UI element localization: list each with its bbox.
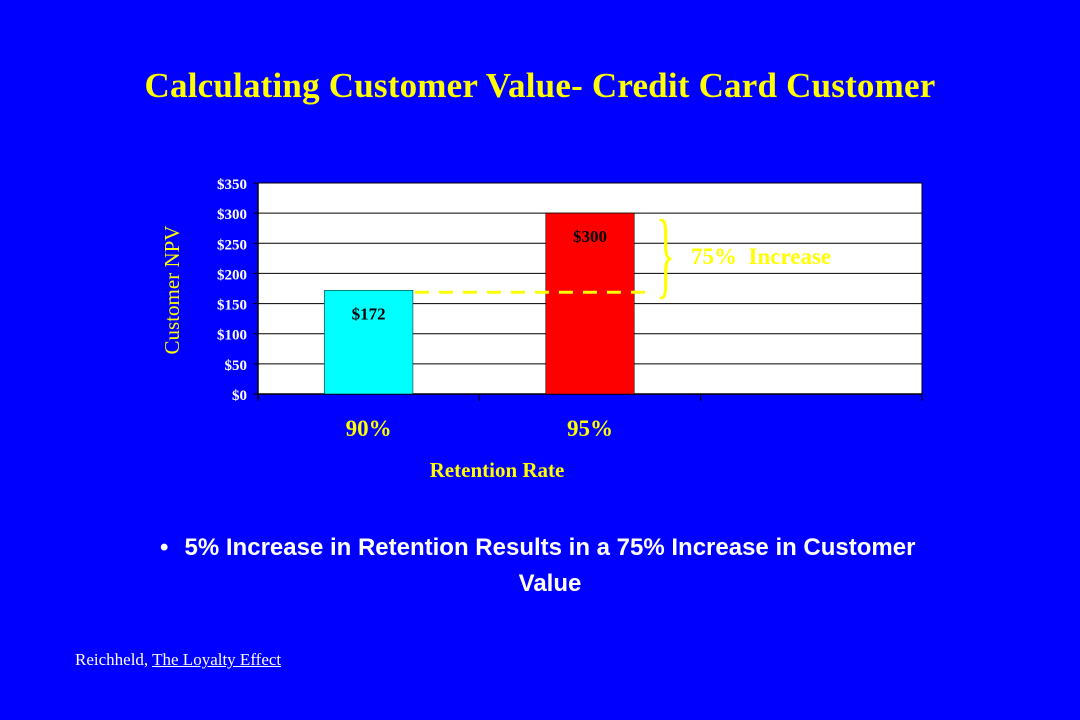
annotation-label: 75% Increase — [691, 244, 831, 269]
x-tick-label: 90% — [346, 416, 392, 441]
data-label: $172 — [352, 304, 386, 323]
x-tick-label: 95% — [567, 416, 613, 441]
y-tick-label: $200 — [217, 267, 247, 283]
bar — [324, 290, 414, 395]
y-tick-label: $250 — [217, 237, 247, 253]
bullet-text: 5% Increase in Retention Results in a 75… — [184, 534, 916, 597]
bar — [545, 212, 635, 395]
bullet-point: • 5% Increase in Retention Results in a … — [150, 530, 950, 602]
bullet-dot-icon: • — [160, 534, 169, 561]
data-label: $300 — [573, 227, 607, 246]
x-axis-title: Retention Rate — [430, 458, 565, 482]
source-citation: Reichheld, The Loyalty Effect — [75, 650, 281, 670]
labels: $0 $50 $100 $150 $200 $250 $300 $350 $172 90% $300… — [217, 177, 613, 441]
source-author: Reichheld, — [75, 650, 153, 669]
y-tick-label: $150 — [217, 298, 247, 314]
y-tick-label: $350 — [217, 177, 247, 193]
y-tick-label: $50 — [225, 358, 248, 374]
source-work-title: The Loyalty Effect — [152, 650, 282, 669]
y-tick-label: $300 — [217, 207, 247, 223]
y-axis-title: Customer NPV — [160, 226, 184, 355]
bars — [324, 212, 652, 395]
annotation-brace-icon: } — [656, 200, 675, 307]
y-tick-label: $100 — [217, 328, 247, 344]
y-tick-label: $0 — [232, 388, 247, 404]
slide-title: Calculating Customer Value- Credit Card … — [144, 66, 936, 105]
